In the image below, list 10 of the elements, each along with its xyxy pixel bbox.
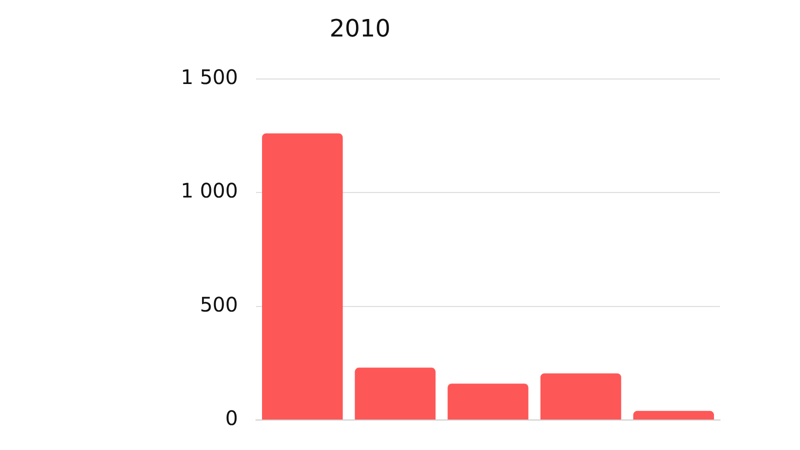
y-tick-label: 0 [225, 406, 238, 430]
y-tick-label: 500 [200, 292, 238, 316]
bar [633, 410, 714, 420]
chart-title: 2010 [329, 14, 391, 43]
bar [448, 384, 528, 420]
bar [354, 368, 436, 420]
bar [262, 133, 343, 420]
y-tick-label: 1 000 [180, 178, 238, 203]
bar [540, 373, 622, 420]
y-tick-label: 1 500 [180, 65, 238, 90]
